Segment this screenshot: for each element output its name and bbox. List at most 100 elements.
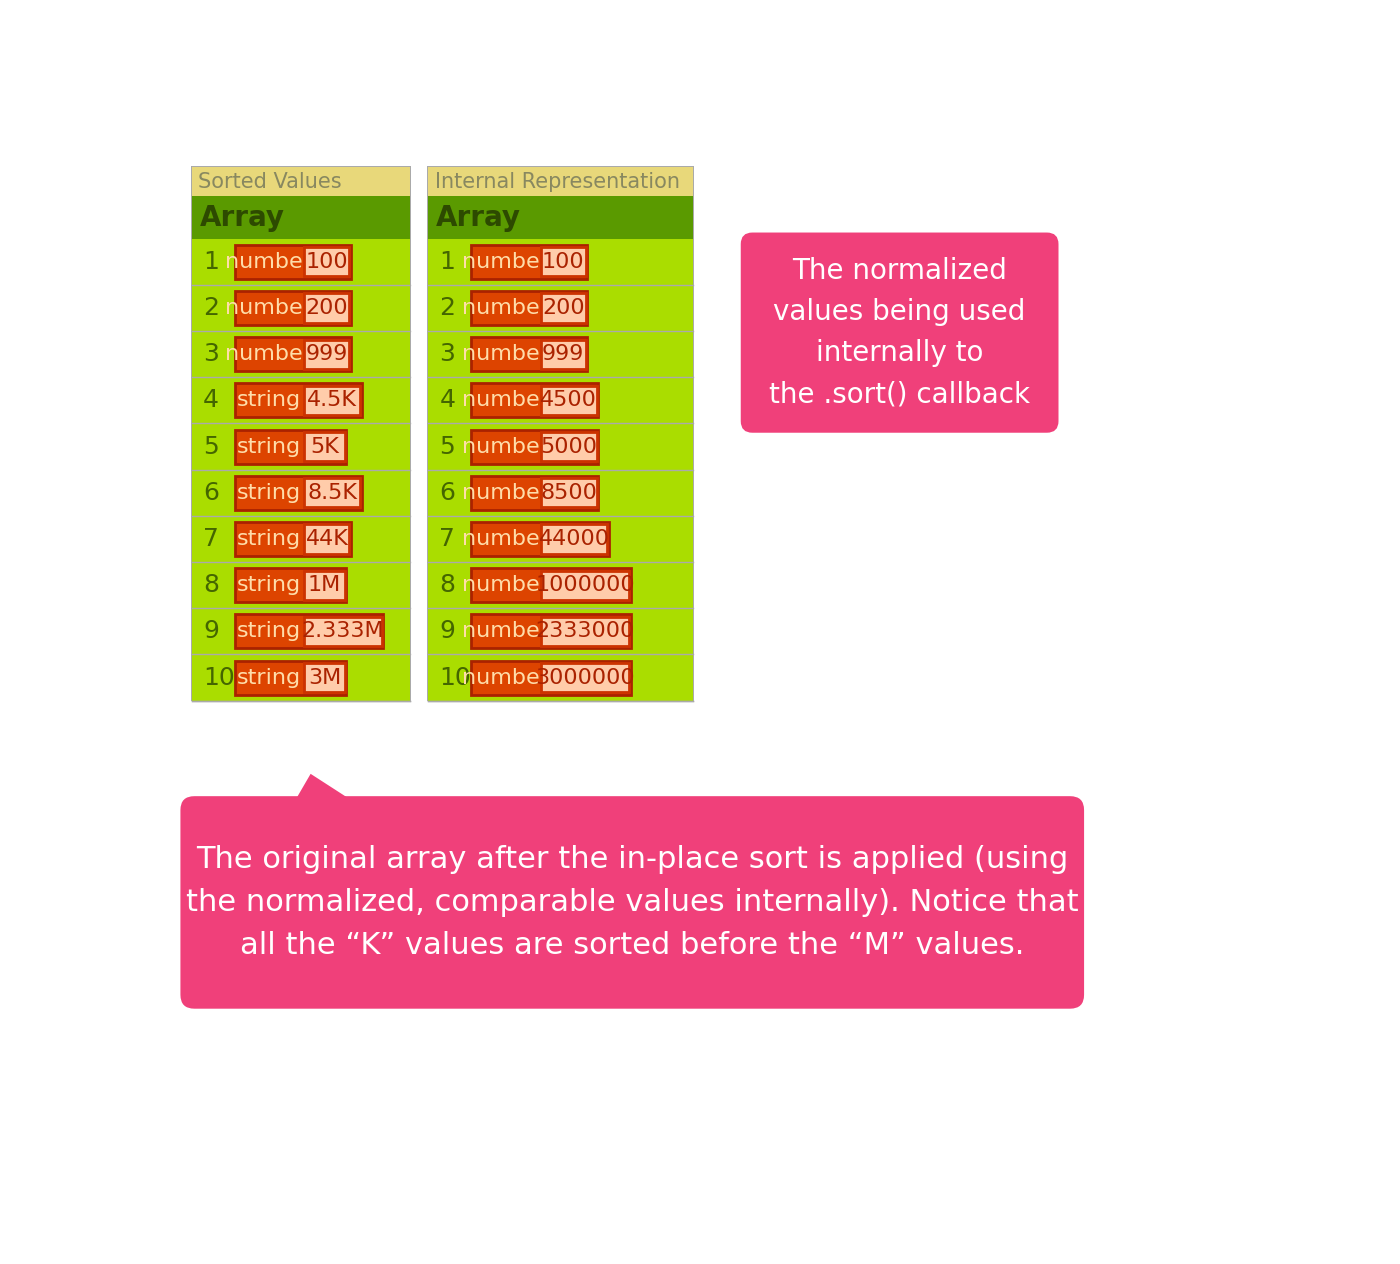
FancyBboxPatch shape [304,478,360,507]
Text: Sorted Values: Sorted Values [199,172,342,192]
Text: 4.5K: 4.5K [308,391,357,411]
FancyBboxPatch shape [304,662,344,693]
FancyBboxPatch shape [235,383,361,417]
FancyBboxPatch shape [304,617,382,646]
FancyBboxPatch shape [741,233,1058,432]
Text: 2333000: 2333000 [535,622,634,641]
Text: 5000: 5000 [540,436,598,456]
Polygon shape [749,279,795,341]
Text: 100: 100 [305,252,349,272]
Text: 5: 5 [203,435,218,459]
FancyBboxPatch shape [540,432,596,461]
FancyBboxPatch shape [428,377,693,423]
Text: number: number [462,436,549,456]
FancyBboxPatch shape [192,608,410,655]
Text: 1: 1 [203,250,218,274]
FancyBboxPatch shape [540,386,596,415]
FancyBboxPatch shape [304,248,350,277]
Text: 3000000: 3000000 [535,667,634,688]
Text: number: number [462,298,549,319]
FancyBboxPatch shape [540,293,585,322]
Text: number: number [225,344,312,364]
FancyBboxPatch shape [470,569,630,602]
FancyBboxPatch shape [235,337,351,372]
Text: The normalized
values being used
internally to
the .sort() callback: The normalized values being used interna… [769,257,1030,408]
Text: number: number [462,530,549,549]
FancyBboxPatch shape [235,614,384,648]
FancyBboxPatch shape [304,386,360,415]
FancyBboxPatch shape [235,245,351,279]
FancyBboxPatch shape [470,337,588,372]
Text: 1M: 1M [308,575,342,595]
Polygon shape [287,774,372,814]
FancyBboxPatch shape [540,248,585,277]
FancyBboxPatch shape [192,470,410,516]
Text: 10: 10 [203,666,235,690]
FancyBboxPatch shape [428,284,693,331]
FancyBboxPatch shape [304,570,344,600]
Text: number: number [462,622,549,641]
FancyBboxPatch shape [235,291,351,325]
Text: string: string [237,530,301,549]
Text: Array: Array [437,204,521,231]
FancyBboxPatch shape [192,284,410,331]
Text: 6: 6 [203,480,218,504]
FancyBboxPatch shape [427,166,694,700]
FancyBboxPatch shape [181,796,1084,1009]
FancyBboxPatch shape [235,475,361,509]
FancyBboxPatch shape [470,245,588,279]
FancyBboxPatch shape [428,331,693,377]
Text: 7: 7 [203,527,218,551]
Text: 7: 7 [440,527,455,551]
FancyBboxPatch shape [428,196,693,239]
FancyBboxPatch shape [304,293,350,322]
Text: number: number [462,667,549,688]
FancyBboxPatch shape [235,661,346,694]
Text: 9: 9 [203,619,218,643]
FancyBboxPatch shape [428,239,693,284]
FancyBboxPatch shape [192,423,410,470]
FancyBboxPatch shape [540,340,585,369]
FancyBboxPatch shape [235,569,346,602]
FancyBboxPatch shape [470,661,630,694]
FancyBboxPatch shape [192,562,410,608]
FancyBboxPatch shape [470,291,588,325]
Text: 6: 6 [440,480,455,504]
Text: 4: 4 [440,388,455,412]
Text: 2.333M: 2.333M [302,622,385,641]
Text: 8500: 8500 [540,483,598,503]
Text: 200: 200 [305,298,349,319]
Text: 8: 8 [203,573,218,597]
FancyBboxPatch shape [235,430,346,464]
FancyBboxPatch shape [428,562,693,608]
FancyBboxPatch shape [192,516,410,562]
Text: 999: 999 [542,344,584,364]
FancyBboxPatch shape [428,167,693,196]
Text: Array: Array [200,204,284,231]
Text: The original array after the in-place sort is applied (using
the normalized, com: The original array after the in-place so… [186,846,1078,959]
Text: 3: 3 [203,343,218,367]
FancyBboxPatch shape [192,377,410,423]
FancyBboxPatch shape [540,662,629,693]
FancyBboxPatch shape [540,617,629,646]
Text: string: string [237,575,301,595]
Text: 5K: 5K [311,436,339,456]
Text: string: string [237,667,301,688]
Text: 100: 100 [542,252,585,272]
Text: number: number [462,252,549,272]
Text: 999: 999 [305,344,349,364]
Text: 8: 8 [440,573,455,597]
FancyBboxPatch shape [470,522,609,556]
Text: 1000000: 1000000 [535,575,634,595]
FancyBboxPatch shape [192,167,410,196]
Text: 3M: 3M [308,667,342,688]
FancyBboxPatch shape [470,383,598,417]
Text: 9: 9 [440,619,455,643]
Text: Internal Representation: Internal Representation [434,172,679,192]
Text: string: string [237,391,301,411]
FancyBboxPatch shape [428,423,693,470]
Text: number: number [462,391,549,411]
FancyBboxPatch shape [190,166,412,700]
FancyBboxPatch shape [304,340,350,369]
FancyBboxPatch shape [304,525,350,554]
